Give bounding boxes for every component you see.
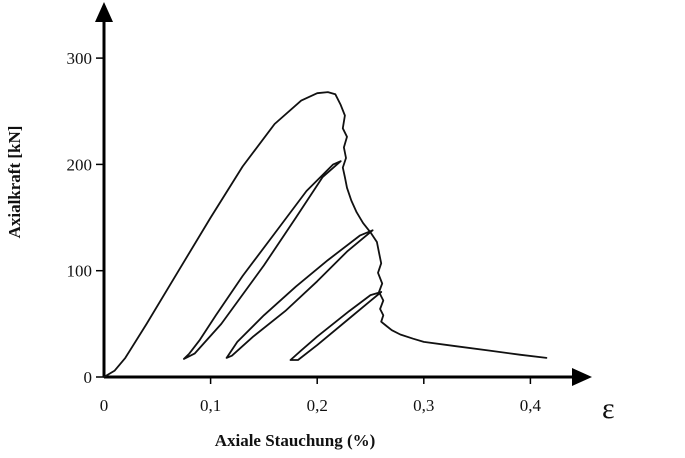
x-tick-label: 0,3 [413,396,434,415]
y-tick-label: 100 [67,262,93,281]
x-axis-title: Axiale Stauchung (%) [215,431,376,450]
x-tick-label: 0,2 [307,396,328,415]
series-loop-line-2 [225,229,374,359]
x-tick-label: 0,1 [200,396,221,415]
series-loop-line-3 [289,291,383,361]
y-tick-label: 200 [67,155,93,174]
x-tick-label: 0,4 [520,396,542,415]
y-ticks: 0 100 200 300 [67,49,104,387]
x-axis-arrow [572,368,592,386]
series-loop-line-1 [182,160,342,360]
y-axis-arrow [95,2,113,22]
y-axis-title: Axialkraft [kN] [5,126,24,239]
y-tick-label: 300 [67,49,93,68]
series-group [103,91,548,378]
series-envelope-line [103,91,548,378]
x-tick-label: 0 [100,396,109,415]
x-ticks: 0 0,1 0,2 0,3 0,4 [100,377,542,415]
y-tick-label: 0 [84,368,93,387]
x-axis-symbol: ε [602,392,615,425]
